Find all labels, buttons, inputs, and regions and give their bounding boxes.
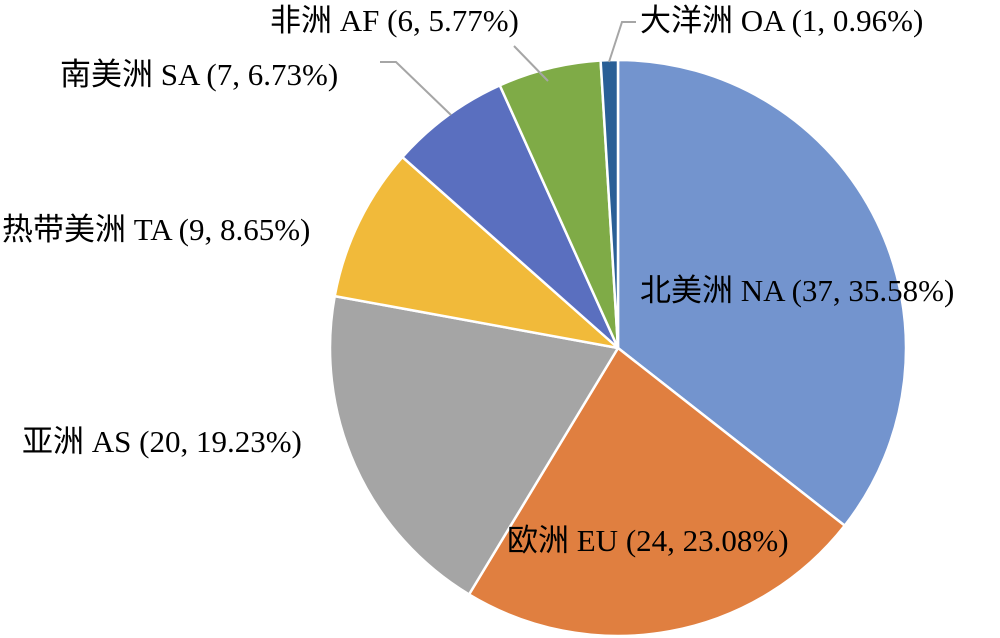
leader-lines — [380, 21, 636, 116]
slice-label-0: 北美洲 NA (37, 35.58%) — [640, 273, 954, 308]
slice-label-4: 南美洲 SA (7, 6.73%) — [60, 57, 338, 92]
pie-slice-0 — [616, 58, 908, 527]
pie-slice-3 — [333, 155, 620, 350]
pie-slice-4 — [401, 84, 620, 350]
leader-line-5 — [513, 45, 549, 82]
slice-labels: 北美洲 NA (37, 35.58%) 欧洲 EU (24, 23.08%) 亚洲 … — [2, 3, 954, 558]
pie-slices — [328, 58, 908, 638]
slice-label-5: 非洲 AF (6, 5.77%) — [270, 3, 519, 38]
pie-slice-2 — [328, 294, 620, 596]
slice-label-2: 亚洲 AS (20, 19.23%) — [22, 424, 302, 459]
slice-label-1: 欧洲 EU (24, 23.08%) — [507, 523, 789, 558]
slice-label-3: 热带美洲 TA (9, 8.65%) — [2, 212, 310, 247]
leader-line-6 — [608, 21, 636, 63]
slice-label-6: 大洋洲 OA (1, 0.96%) — [640, 3, 923, 38]
pie-slice-1 — [467, 346, 846, 638]
leader-line-4 — [380, 61, 452, 116]
